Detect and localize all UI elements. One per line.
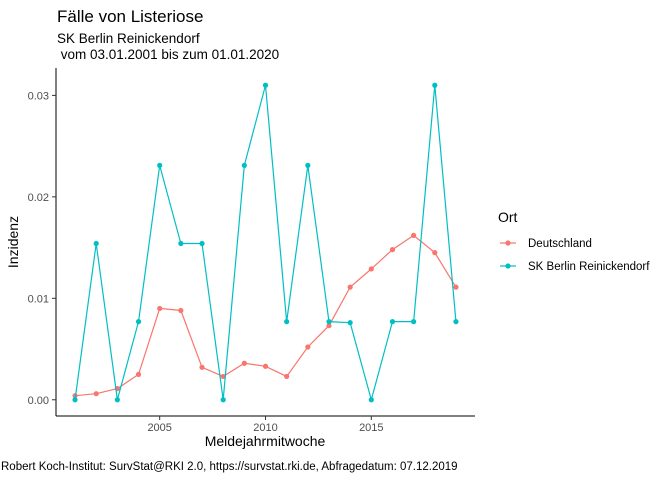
chart-title: Fälle von Listeriose: [57, 7, 203, 26]
data-point: [93, 240, 99, 247]
data-point: [135, 319, 142, 325]
data-point: [453, 319, 459, 325]
legend-label: SK Berlin Reinickendorf: [528, 261, 650, 273]
chart-subtitle-line2: vom 03.01.2001 bis zum 01.01.2020: [57, 47, 279, 62]
y-tick-label: 0.01: [28, 293, 49, 305]
data-point: [284, 373, 290, 380]
data-point: [157, 305, 163, 312]
x-tick-label: 2010: [253, 422, 277, 434]
chart-subtitle-line1: SK Berlin Reinickendorf: [57, 31, 200, 46]
data-point: [199, 240, 205, 247]
data-point: [72, 397, 78, 403]
data-point: [199, 364, 205, 370]
y-ticks: 0.00 0.01 0.02 0.03: [28, 90, 56, 407]
data-point: [241, 162, 247, 168]
legend-key-point: [505, 263, 511, 269]
plot-area: [72, 82, 459, 403]
data-point: [389, 247, 396, 253]
data-point: [432, 250, 438, 256]
data-point: [220, 373, 226, 380]
data-point: [220, 397, 226, 403]
legend-label: Deutschland: [528, 238, 592, 250]
data-point: [262, 82, 269, 88]
y-tick-label: 0.00: [28, 395, 49, 407]
y-tick-label: 0.03: [28, 90, 49, 102]
y-tick-label: 0.02: [28, 192, 49, 204]
data-point: [411, 232, 417, 239]
data-point: [453, 284, 459, 290]
y-axis-title: Inzidenz: [5, 216, 21, 268]
chart-caption: Robert Koch-Institut: SurvStat@RKI 2.0, …: [1, 461, 458, 473]
legend-key-point: [505, 240, 511, 246]
series-line-1: [74, 85, 457, 403]
data-point: [305, 344, 311, 350]
x-tick-label: 2015: [359, 422, 383, 434]
data-point: [284, 319, 290, 325]
legend-title: Ort: [498, 209, 518, 225]
x-axis-title: Meldejahrmitwoche: [205, 433, 326, 449]
data-point: [326, 323, 332, 329]
data-point: [114, 397, 120, 403]
data-point: [368, 397, 374, 403]
data-point: [178, 240, 184, 247]
data-point: [432, 82, 438, 88]
data-point: [347, 320, 353, 326]
data-point: [411, 319, 417, 325]
data-point: [305, 162, 311, 168]
data-point: [262, 363, 269, 369]
series-line-0: [74, 234, 457, 397]
data-point: [178, 307, 184, 314]
data-point: [135, 371, 142, 378]
data-point: [347, 284, 353, 290]
legend: Ort Deutschland SK Berlin Reinickendorf: [498, 209, 650, 273]
data-point: [326, 319, 332, 325]
x-ticks: 2005 2010 2015: [147, 416, 384, 434]
data-point: [93, 391, 99, 397]
data-point: [368, 266, 374, 272]
data-point: [389, 319, 396, 325]
data-point: [157, 162, 163, 168]
x-tick-label: 2005: [147, 422, 171, 434]
data-point: [241, 360, 247, 366]
